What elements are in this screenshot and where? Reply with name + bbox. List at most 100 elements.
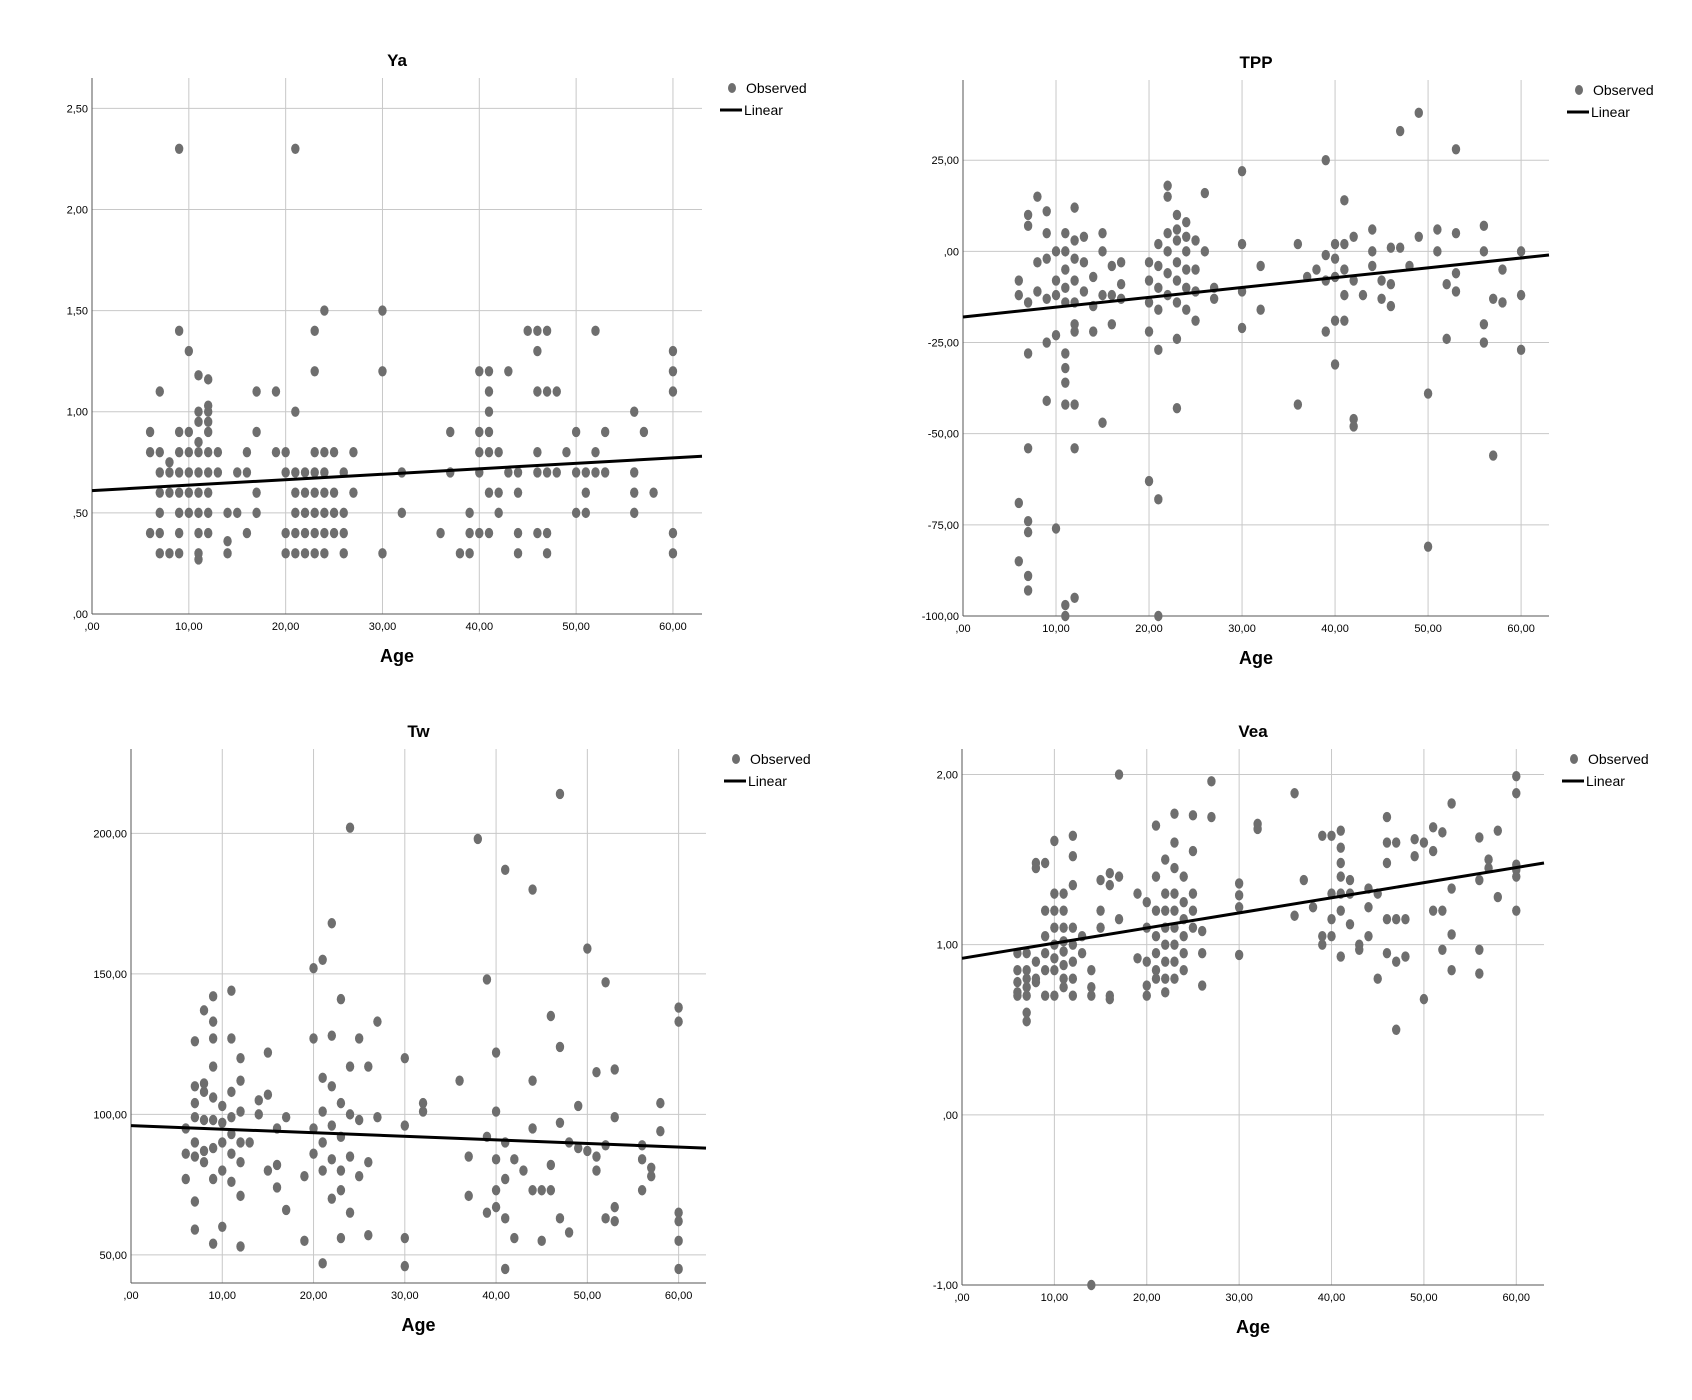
data-point: [491, 1201, 501, 1213]
data-point: [1079, 231, 1089, 242]
data-point: [1023, 209, 1033, 221]
data-point: [581, 507, 591, 519]
x-tick-label: 60,00: [1503, 1292, 1531, 1304]
data-point: [1336, 871, 1345, 882]
data-point: [1070, 319, 1079, 330]
data-point: [1498, 297, 1507, 308]
linear-fit-line: [961, 861, 1545, 960]
data-point: [491, 1106, 501, 1117]
data-point: [1061, 362, 1070, 374]
data-point: [208, 991, 218, 1002]
data-point: [1031, 862, 1041, 874]
data-point: [1042, 293, 1051, 304]
data-point: [482, 1207, 492, 1218]
data-point: [1079, 286, 1089, 297]
data-point: [1451, 286, 1461, 297]
data-point: [1391, 956, 1401, 967]
data-point: [1151, 965, 1161, 976]
data-point: [1059, 922, 1068, 933]
data-point: [1182, 217, 1191, 228]
data-point: [1068, 939, 1078, 950]
data-point: [1050, 922, 1059, 933]
data-point: [528, 1075, 537, 1086]
data-point: [1290, 788, 1299, 799]
data-point: [630, 507, 639, 519]
data-point: [1068, 973, 1078, 984]
data-point: [1022, 947, 1031, 959]
data-point: [190, 1137, 200, 1148]
data-point: [194, 436, 203, 448]
data-point: [1070, 202, 1079, 213]
data-point: [1336, 825, 1345, 836]
legend-label-observed: Observed: [750, 751, 811, 767]
data-point: [1061, 246, 1070, 257]
x-tick-label: ,00: [123, 1290, 138, 1302]
data-point: [194, 406, 203, 417]
data-point: [1493, 891, 1503, 903]
data-point: [1068, 990, 1078, 1001]
data-point: [1051, 523, 1061, 534]
data-point: [1154, 238, 1163, 250]
data-point: [571, 467, 581, 478]
data-point: [501, 1263, 510, 1275]
data-point: [1382, 837, 1392, 848]
data-point: [291, 406, 300, 417]
data-point: [309, 1033, 318, 1044]
data-point: [309, 1148, 318, 1159]
data-point: [327, 1030, 336, 1041]
data-point: [1330, 315, 1340, 326]
data-point: [1061, 377, 1070, 388]
data-point: [1438, 827, 1447, 838]
data-point: [630, 467, 639, 478]
data-point: [1068, 830, 1078, 841]
data-point: [1349, 275, 1358, 286]
data-point: [1475, 874, 1484, 886]
data-point: [1179, 896, 1188, 908]
data-point: [397, 507, 407, 519]
data-point: [236, 1156, 245, 1168]
data-point: [1479, 337, 1489, 348]
data-point: [1358, 289, 1368, 301]
data-point: [1451, 268, 1461, 279]
data-point: [329, 527, 339, 539]
legend-marker-observed: [728, 83, 736, 93]
data-point: [1033, 286, 1042, 297]
data-point: [1179, 947, 1188, 959]
data-point: [1516, 246, 1526, 257]
y-tick-label: -50,00: [928, 429, 959, 441]
data-point: [272, 1182, 282, 1193]
data-point: [254, 1109, 263, 1120]
data-point: [1107, 260, 1117, 272]
data-point: [1133, 888, 1142, 899]
linear-fit-line: [962, 253, 1550, 319]
data-point: [1163, 180, 1172, 191]
data-point: [227, 1111, 236, 1123]
data-point: [1188, 810, 1198, 821]
data-point: [1423, 541, 1433, 552]
y-tick-label: 1,00: [937, 940, 958, 952]
data-point: [1207, 776, 1216, 787]
data-point: [190, 1097, 200, 1109]
data-point: [1373, 973, 1382, 984]
data-point: [1050, 888, 1059, 899]
data-point: [591, 446, 600, 458]
data-point: [227, 1148, 236, 1159]
data-point: [1493, 825, 1503, 836]
data-point: [1105, 993, 1115, 1005]
x-tick-label: 40,00: [482, 1290, 510, 1302]
data-point: [203, 374, 213, 385]
data-point: [668, 386, 678, 397]
data-point: [475, 446, 484, 458]
data-point: [484, 406, 494, 417]
data-point: [1345, 919, 1355, 930]
data-point: [1133, 953, 1142, 964]
data-point: [1197, 980, 1207, 991]
data-point: [310, 467, 319, 478]
data-point: [336, 993, 346, 1005]
data-point: [418, 1106, 428, 1117]
data-point: [1498, 264, 1507, 275]
data-point: [674, 1235, 683, 1247]
data-point: [190, 1111, 200, 1123]
data-point: [1475, 944, 1484, 955]
data-point: [281, 467, 290, 478]
